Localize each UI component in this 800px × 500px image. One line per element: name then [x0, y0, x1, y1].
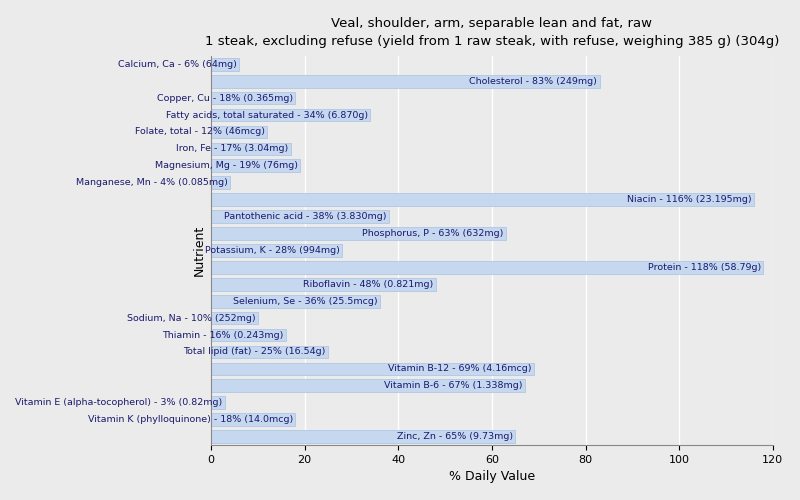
Text: Magnesium, Mg - 19% (76mg): Magnesium, Mg - 19% (76mg) [154, 162, 298, 170]
Bar [211, 312, 258, 324]
Y-axis label: Nutrient: Nutrient [193, 225, 206, 276]
Bar [211, 75, 599, 88]
Text: Vitamin E (alpha-tocopherol) - 3% (0.82mg): Vitamin E (alpha-tocopherol) - 3% (0.82m… [15, 398, 222, 407]
Bar [211, 210, 389, 223]
Bar [211, 328, 286, 342]
Title: Veal, shoulder, arm, separable lean and fat, raw
1 steak, excluding refuse (yiel: Veal, shoulder, arm, separable lean and … [205, 16, 779, 48]
Text: Manganese, Mn - 4% (0.085mg): Manganese, Mn - 4% (0.085mg) [75, 178, 227, 187]
Text: Potassium, K - 28% (994mg): Potassium, K - 28% (994mg) [205, 246, 340, 255]
Bar [211, 362, 534, 375]
Text: Vitamin B-6 - 67% (1.338mg): Vitamin B-6 - 67% (1.338mg) [384, 382, 522, 390]
Text: Sodium, Na - 10% (252mg): Sodium, Na - 10% (252mg) [127, 314, 255, 322]
Bar [211, 58, 239, 70]
X-axis label: % Daily Value: % Daily Value [449, 470, 535, 484]
Bar [211, 278, 436, 290]
Text: Pantothenic acid - 38% (3.830mg): Pantothenic acid - 38% (3.830mg) [224, 212, 386, 221]
Text: Riboflavin - 48% (0.821mg): Riboflavin - 48% (0.821mg) [303, 280, 434, 289]
Bar [211, 295, 379, 308]
Text: Phosphorus, P - 63% (632mg): Phosphorus, P - 63% (632mg) [362, 229, 503, 238]
Text: Iron, Fe - 17% (3.04mg): Iron, Fe - 17% (3.04mg) [176, 144, 288, 154]
Bar [211, 126, 267, 138]
Text: Copper, Cu - 18% (0.365mg): Copper, Cu - 18% (0.365mg) [157, 94, 293, 102]
Text: Vitamin K (phylloquinone) - 18% (14.0mcg): Vitamin K (phylloquinone) - 18% (14.0mcg… [88, 415, 293, 424]
Text: Protein - 118% (58.79g): Protein - 118% (58.79g) [648, 263, 761, 272]
Text: Fatty acids, total saturated - 34% (6.870g): Fatty acids, total saturated - 34% (6.87… [166, 110, 368, 120]
Bar [211, 227, 506, 240]
Bar [211, 142, 290, 155]
Bar [211, 108, 370, 122]
Bar [211, 261, 763, 274]
Text: Thiamin - 16% (0.243mg): Thiamin - 16% (0.243mg) [162, 330, 283, 340]
Text: Niacin - 116% (23.195mg): Niacin - 116% (23.195mg) [627, 195, 752, 204]
Bar [211, 176, 230, 189]
Bar [211, 92, 295, 104]
Text: Folate, total - 12% (46mcg): Folate, total - 12% (46mcg) [135, 128, 265, 136]
Bar [211, 160, 300, 172]
Bar [211, 414, 295, 426]
Text: Cholesterol - 83% (249mg): Cholesterol - 83% (249mg) [470, 76, 598, 86]
Text: Calcium, Ca - 6% (64mg): Calcium, Ca - 6% (64mg) [118, 60, 237, 68]
Text: Vitamin B-12 - 69% (4.16mcg): Vitamin B-12 - 69% (4.16mcg) [388, 364, 532, 374]
Bar [211, 396, 225, 409]
Text: Zinc, Zn - 65% (9.73mg): Zinc, Zn - 65% (9.73mg) [397, 432, 513, 441]
Bar [211, 194, 754, 206]
Text: Total lipid (fat) - 25% (16.54g): Total lipid (fat) - 25% (16.54g) [183, 348, 326, 356]
Bar [211, 380, 525, 392]
Text: Selenium, Se - 36% (25.5mcg): Selenium, Se - 36% (25.5mcg) [233, 296, 377, 306]
Bar [211, 430, 515, 443]
Bar [211, 346, 328, 358]
Bar [211, 244, 342, 257]
